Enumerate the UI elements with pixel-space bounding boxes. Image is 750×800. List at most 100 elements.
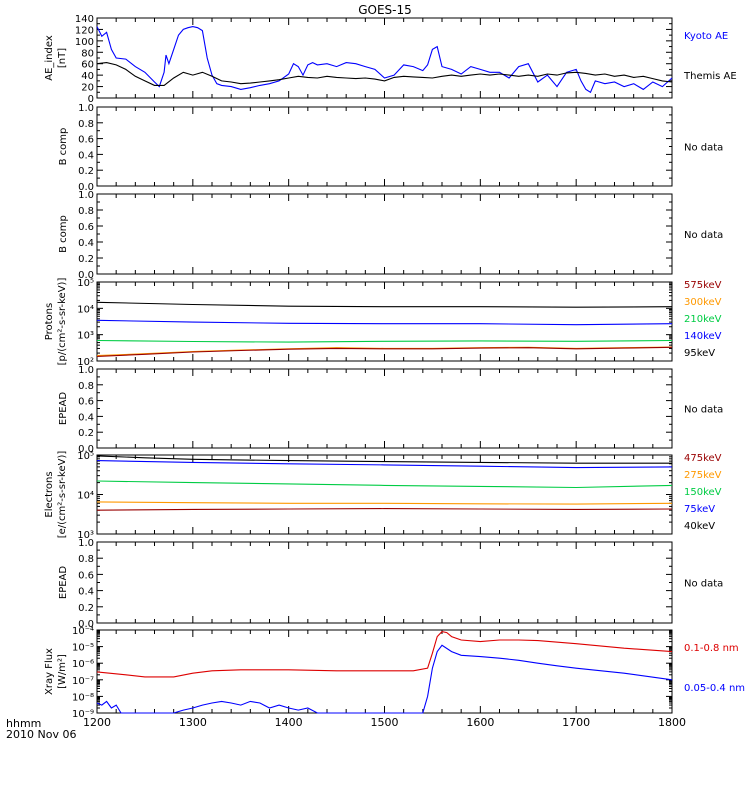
y-tick-label: 10³: [77, 331, 94, 342]
y-tick-label: 10²: [77, 357, 94, 368]
y-tick-label: 20: [81, 83, 94, 94]
y-tick-label: 120: [75, 25, 94, 36]
y-tick-label: 0.0: [78, 619, 94, 630]
y-tick-label: 0.6: [78, 222, 94, 233]
panel-frame-epead1: [96, 368, 673, 449]
legend-entry: 575keV: [684, 280, 722, 291]
legend-entry: 95keV: [684, 348, 715, 359]
y-tick-label: 10⁴: [77, 491, 94, 502]
panel-xray: 10⁻⁹ 10⁻⁸ 10⁻⁷ 10⁻⁶ 10⁻⁵ 10⁻⁴ Xray Flux [W/m²] 0…: [44, 626, 745, 720]
y-tick-label: 0.6: [78, 397, 94, 408]
panel-frame-bcomp1: [96, 106, 673, 187]
y-axis-label: B comp: [58, 215, 69, 253]
y-tick-label: 0.4: [78, 238, 94, 249]
y-axis-label: EPEAD: [58, 566, 69, 600]
legend-entry: 150keV: [684, 487, 722, 498]
y-tick-label: 1.0: [78, 365, 94, 376]
y-tick-label: 0.8: [78, 381, 94, 392]
panel-frame-ae: [96, 17, 673, 99]
y-axis-label: EPEAD: [58, 392, 69, 426]
x-tick-label: 1500: [371, 716, 399, 729]
legend-entry: 0.1-0.8 nm: [684, 643, 739, 654]
panel-frame-xray: [96, 629, 673, 714]
series-line-40kev: [96, 455, 672, 464]
series-line-kyoto-ae: [96, 26, 673, 94]
x-tick-label: 1400: [275, 716, 303, 729]
y-tick-label: 0.2: [78, 428, 94, 439]
y-tick-label: 10⁻⁴: [72, 626, 94, 637]
x-tick-label: 1700: [562, 716, 590, 729]
y-tick-label: 10³: [77, 530, 94, 541]
y-axis-label: [e/(cm²-s-sr-keV)]: [57, 451, 68, 539]
no-data-label: No data: [684, 405, 723, 416]
y-tick-label: 0.6: [78, 570, 94, 581]
y-tick-label: 140: [75, 14, 94, 25]
y-tick-label: 1.0: [78, 538, 94, 549]
y-tick-label: 0.2: [78, 254, 94, 265]
panel-frame-electrons: [96, 454, 673, 535]
series-line-themis-ae: [96, 62, 673, 86]
panel-bcomp2: 0.0 0.2 0.4 0.6 0.8 1.0 B comp No data: [58, 190, 723, 281]
y-tick-label: 0.4: [78, 150, 94, 161]
legend-entry: 40keV: [684, 521, 715, 532]
y-axis-label: Xray Flux: [44, 648, 55, 695]
legend-entry: Kyoto AE: [684, 31, 728, 42]
y-tick-label: 0.0: [78, 444, 94, 455]
y-tick-label: 10⁻⁵: [72, 643, 94, 654]
legend-entry: Themis AE: [683, 71, 737, 82]
y-tick-label: 0.2: [78, 166, 94, 177]
footer-date-label: 2010 Nov 06: [6, 728, 76, 741]
y-tick-label: 0.8: [78, 119, 94, 130]
y-tick-label: 0.8: [78, 206, 94, 217]
y-axis-label: [p/(cm²-s-sr-keV)]: [57, 278, 68, 366]
no-data-label: No data: [684, 230, 723, 241]
y-tick-label: 0.0: [78, 270, 94, 281]
series-line-75kev: [96, 460, 673, 469]
y-tick-label: 10⁴: [77, 304, 94, 315]
y-tick-label: 0: [88, 94, 94, 105]
figure-title: GOES-15: [358, 3, 412, 17]
panel-frame-epead2: [96, 541, 673, 624]
panel-epead1: 0.0 0.2 0.4 0.6 0.8 1.0 EPEAD No data: [58, 365, 723, 455]
y-axis-label: [W/m²]: [57, 654, 68, 689]
y-tick-label: 1.0: [78, 190, 94, 201]
y-tick-label: 60: [81, 60, 94, 71]
panel-electrons: 10³ 10⁴ 10⁵ Electrons [e/(cm²-s-sr-keV)] 475k…: [44, 451, 722, 541]
legend-entry: 140keV: [684, 331, 722, 342]
y-axis-label: B comp: [58, 128, 69, 166]
x-tick-label: 1200: [83, 716, 111, 729]
y-axis-label: [nT]: [57, 48, 68, 68]
panel-epead2: 0.0 0.2 0.4 0.6 0.8 1.0 EPEAD No data: [58, 538, 723, 630]
panel-frame-bcomp2: [96, 193, 673, 275]
y-axis-label: AE_index: [44, 35, 55, 81]
y-tick-label: 0.0: [78, 182, 94, 193]
panel-protons: 10² 10³ 10⁴ 10⁵ Protons [p/(cm²-s-sr-keV)] 575…: [44, 278, 722, 368]
footer-time-label: hhmm: [6, 717, 41, 730]
y-axis-label: Electrons: [44, 471, 55, 517]
series-line-0-05-0-4-nm: [96, 644, 673, 714]
legend-entry: 475keV: [684, 453, 722, 464]
y-tick-label: 1.0: [78, 103, 94, 114]
x-tick-label: 1800: [658, 716, 686, 729]
series-line-475kev: [96, 508, 673, 511]
series-line-95kev: [96, 301, 673, 308]
series-line-575kev: [96, 346, 673, 357]
no-data-label: No data: [684, 579, 723, 590]
y-tick-label: 0.4: [78, 587, 94, 598]
y-tick-label: 80: [81, 48, 94, 59]
y-tick-label: 10⁻⁶: [72, 659, 94, 670]
series-line-275kev: [96, 501, 673, 505]
series-line-210kev: [96, 339, 673, 343]
panel-frame-protons: [96, 281, 673, 362]
y-tick-label: 10⁻⁸: [72, 692, 94, 703]
no-data-label: No data: [684, 143, 723, 154]
y-tick-label: 40: [81, 71, 94, 82]
x-tick-label: 1300: [179, 716, 207, 729]
legend-entry: 75keV: [684, 504, 715, 515]
y-axis-label: Protons: [44, 303, 55, 340]
y-tick-label: 0.8: [78, 554, 94, 565]
y-tick-label: 10⁻⁷: [72, 676, 94, 687]
y-tick-label: 10⁵: [77, 278, 94, 289]
